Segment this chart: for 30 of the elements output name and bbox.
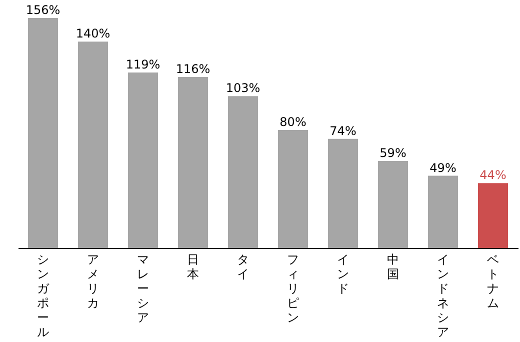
data-label: 44% — [480, 168, 506, 182]
data-label: 119% — [126, 58, 160, 72]
data-label: 74% — [330, 124, 356, 138]
bar — [28, 18, 58, 248]
data-label: 49% — [430, 160, 456, 175]
bar — [78, 42, 108, 248]
data-label: 156% — [26, 3, 60, 17]
data-label: 103% — [226, 81, 260, 96]
bar — [328, 138, 358, 248]
x-tick-label: ベトナム — [487, 252, 499, 310]
x-tick-label: マレーシア — [137, 252, 149, 324]
bar — [428, 176, 458, 248]
x-tick-label: シンガポール — [37, 252, 50, 339]
bar — [378, 161, 408, 248]
x-tick-label: アメリカ — [87, 252, 99, 310]
x-tick-label: 中国 — [387, 252, 399, 281]
x-tick-label: フィリピン — [287, 252, 299, 324]
bar — [228, 96, 258, 248]
data-label: 116% — [176, 62, 210, 76]
x-tick-label: 日本 — [187, 252, 199, 281]
data-label: 140% — [76, 26, 110, 41]
x-tick-label: インドネシア — [437, 252, 449, 339]
x-tick-label: タイ — [237, 252, 249, 281]
bar — [278, 130, 308, 248]
data-label: 59% — [380, 146, 406, 160]
bar — [128, 72, 158, 248]
bar — [478, 183, 508, 248]
data-label: 80% — [280, 115, 306, 130]
bar — [178, 76, 208, 248]
x-tick-label: インド — [337, 252, 349, 296]
